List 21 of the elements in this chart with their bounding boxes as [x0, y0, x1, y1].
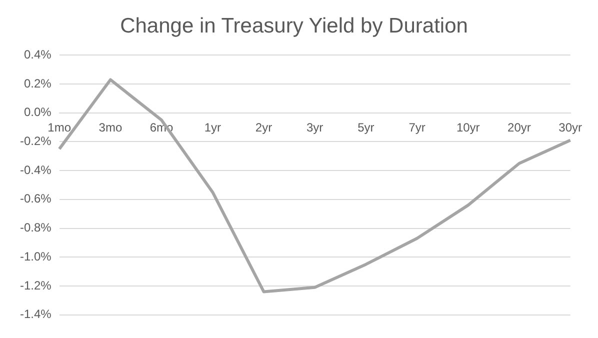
- y-tick-label: -1.0%: [20, 249, 52, 264]
- x-tick-label: 30yr: [558, 120, 582, 134]
- y-tick-label: -0.8%: [20, 220, 52, 235]
- y-tick-label: -0.2%: [20, 134, 52, 148]
- x-tick-label: 1mo: [48, 120, 72, 134]
- x-tick-label: 2yr: [255, 120, 272, 134]
- y-tick-label: -0.6%: [20, 192, 52, 206]
- x-tick-label: 7yr: [408, 120, 426, 134]
- y-tick-label: 0.4%: [24, 48, 52, 62]
- y-tick-label: 0.0%: [24, 105, 52, 120]
- y-tick-label: -1.2%: [20, 278, 52, 292]
- x-tick-label: 1yr: [204, 120, 221, 134]
- x-tick-label: 3yr: [306, 120, 324, 134]
- y-tick-label: -0.4%: [20, 162, 52, 177]
- y-tick-label: -1.4%: [20, 307, 52, 322]
- x-tick-label: 10yr: [456, 120, 480, 134]
- chart-title: Change in Treasury Yield by Duration: [120, 14, 468, 38]
- x-tick-label: 20yr: [508, 120, 531, 134]
- y-tick-label: 0.2%: [24, 76, 52, 90]
- x-tick-label: 5yr: [358, 120, 374, 134]
- x-tick-label: 3mo: [98, 120, 122, 134]
